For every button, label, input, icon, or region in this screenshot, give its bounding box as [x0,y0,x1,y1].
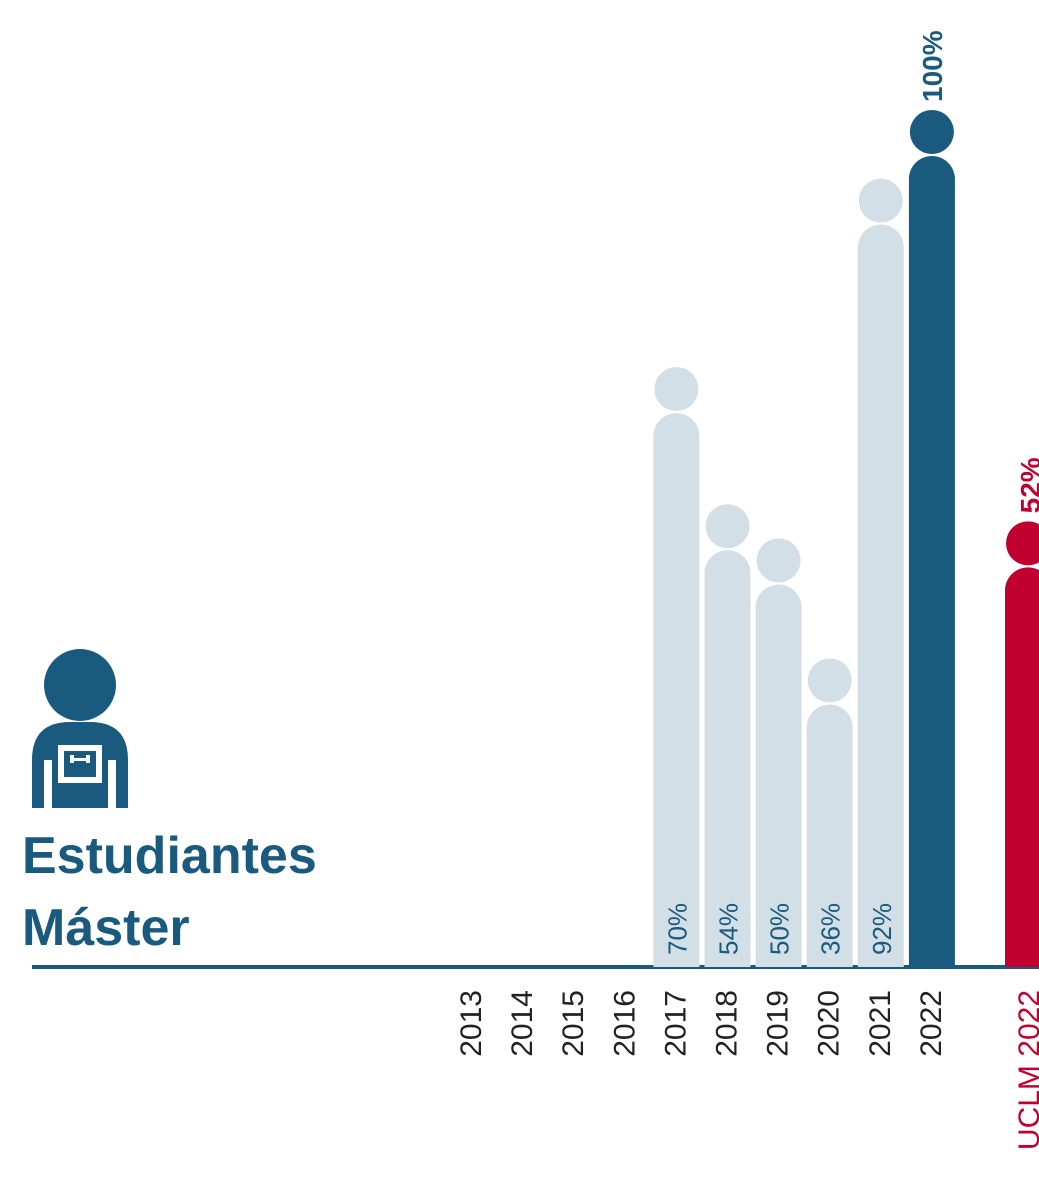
bar [755,538,802,967]
data-label: 92% [867,903,897,955]
bar [908,110,955,967]
data-label: 50% [765,903,795,955]
data-label: 70% [662,903,692,955]
bar [653,367,700,967]
x-tick-label: 2016 [608,990,641,1057]
chart-title: Estudiantes Máster [22,827,317,957]
data-label: 100% [917,30,948,102]
bar [1005,521,1039,967]
x-tick-label: 2020 [813,990,846,1057]
x-tick-label: 2022 [915,990,948,1057]
x-tick-label: 2017 [659,990,692,1057]
x-tick-label: 2019 [762,990,795,1057]
bar [806,658,853,967]
bar [704,504,751,967]
x-tick-label: 2013 [455,990,488,1057]
data-label: 36% [816,903,846,955]
student-icon [32,649,128,808]
data-label: 54% [714,903,744,955]
x-tick-label: 2018 [711,990,744,1057]
x-tick-label: 2014 [506,990,539,1057]
x-tick-label: 2015 [557,990,590,1057]
x-tick-label: 2021 [864,990,897,1057]
x-tick-label: UCLM 2022 [1013,990,1039,1150]
bar [857,178,904,967]
data-label: 52% [1015,457,1039,513]
